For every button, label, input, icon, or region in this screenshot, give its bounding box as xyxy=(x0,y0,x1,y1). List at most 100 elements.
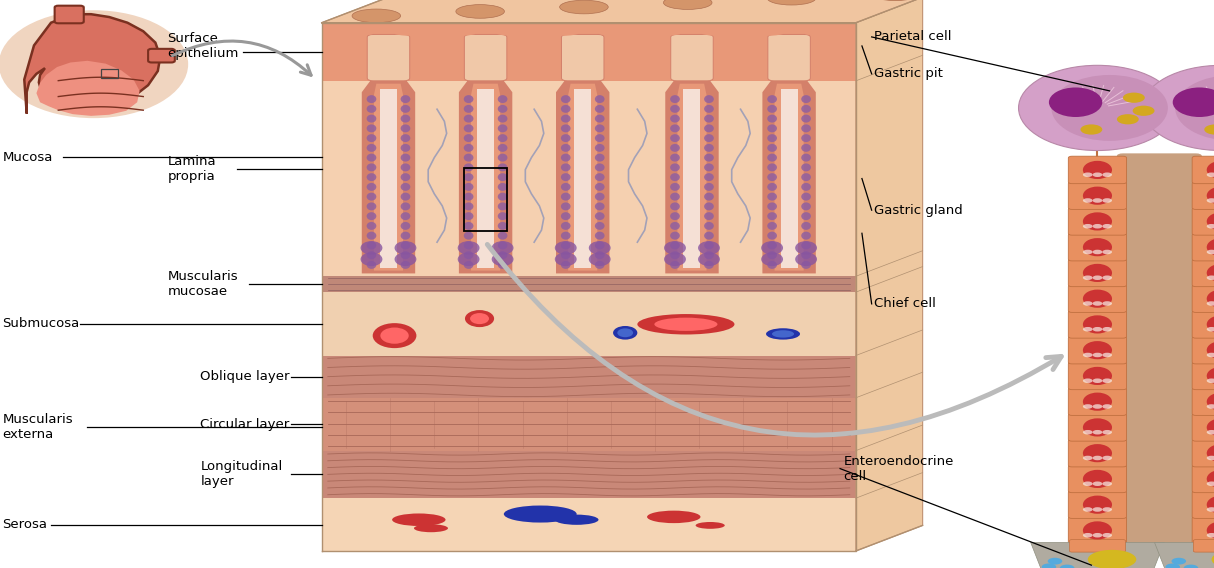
FancyBboxPatch shape xyxy=(1192,336,1214,364)
Bar xyxy=(101,69,118,78)
FancyBboxPatch shape xyxy=(1192,414,1214,441)
Polygon shape xyxy=(1155,542,1214,568)
Ellipse shape xyxy=(1102,482,1112,486)
Ellipse shape xyxy=(1207,378,1214,383)
Ellipse shape xyxy=(367,261,376,269)
Text: Enteroendocrine
cell: Enteroendocrine cell xyxy=(844,454,954,483)
FancyBboxPatch shape xyxy=(670,35,714,81)
Ellipse shape xyxy=(1093,404,1102,409)
Ellipse shape xyxy=(1083,418,1112,436)
Ellipse shape xyxy=(670,232,680,240)
Ellipse shape xyxy=(561,173,571,181)
Ellipse shape xyxy=(1102,173,1112,177)
Ellipse shape xyxy=(392,513,446,526)
Ellipse shape xyxy=(464,251,473,259)
FancyBboxPatch shape xyxy=(1192,259,1214,287)
Ellipse shape xyxy=(595,144,605,152)
Ellipse shape xyxy=(801,134,811,142)
Ellipse shape xyxy=(767,222,777,230)
Ellipse shape xyxy=(670,251,680,259)
Ellipse shape xyxy=(361,241,382,254)
Ellipse shape xyxy=(1102,301,1112,306)
Ellipse shape xyxy=(704,222,714,230)
Ellipse shape xyxy=(801,144,811,152)
Ellipse shape xyxy=(801,183,811,191)
Ellipse shape xyxy=(767,124,777,132)
Ellipse shape xyxy=(1093,533,1102,537)
Ellipse shape xyxy=(772,330,794,337)
Ellipse shape xyxy=(670,212,680,220)
Ellipse shape xyxy=(555,515,599,525)
FancyBboxPatch shape xyxy=(561,35,603,81)
Ellipse shape xyxy=(1083,290,1112,308)
Ellipse shape xyxy=(1207,418,1214,436)
Ellipse shape xyxy=(1083,470,1112,488)
Ellipse shape xyxy=(401,115,410,123)
Ellipse shape xyxy=(1123,93,1145,103)
Ellipse shape xyxy=(663,0,711,10)
Ellipse shape xyxy=(555,241,577,254)
Ellipse shape xyxy=(1207,173,1214,177)
Ellipse shape xyxy=(654,318,717,331)
Ellipse shape xyxy=(704,183,714,191)
Ellipse shape xyxy=(1207,495,1214,514)
Ellipse shape xyxy=(767,193,777,201)
Ellipse shape xyxy=(498,124,507,132)
Ellipse shape xyxy=(401,134,410,142)
Ellipse shape xyxy=(1175,75,1214,141)
Ellipse shape xyxy=(498,212,507,220)
Ellipse shape xyxy=(766,328,800,340)
Ellipse shape xyxy=(1207,212,1214,231)
Ellipse shape xyxy=(1083,301,1093,306)
FancyBboxPatch shape xyxy=(1193,540,1214,552)
Polygon shape xyxy=(775,83,804,270)
Ellipse shape xyxy=(401,261,410,269)
Ellipse shape xyxy=(561,222,571,230)
Ellipse shape xyxy=(801,251,811,259)
Ellipse shape xyxy=(1142,65,1214,151)
Ellipse shape xyxy=(504,506,577,523)
Ellipse shape xyxy=(767,154,777,162)
Ellipse shape xyxy=(1204,124,1214,135)
Ellipse shape xyxy=(498,144,507,152)
Ellipse shape xyxy=(801,212,811,220)
Ellipse shape xyxy=(498,173,507,181)
Ellipse shape xyxy=(1080,124,1102,135)
Ellipse shape xyxy=(588,15,641,36)
FancyBboxPatch shape xyxy=(464,35,506,81)
Ellipse shape xyxy=(1102,250,1112,254)
Ellipse shape xyxy=(561,134,571,142)
Bar xyxy=(574,89,591,268)
Ellipse shape xyxy=(595,173,605,181)
Text: Muscularis
mucosae: Muscularis mucosae xyxy=(168,270,238,298)
Polygon shape xyxy=(568,83,597,270)
Ellipse shape xyxy=(704,232,714,240)
Ellipse shape xyxy=(1042,563,1056,568)
Ellipse shape xyxy=(1083,173,1093,177)
Ellipse shape xyxy=(1051,75,1168,141)
Ellipse shape xyxy=(1083,392,1112,411)
Text: Submucosa: Submucosa xyxy=(2,318,80,331)
Ellipse shape xyxy=(670,222,680,230)
Ellipse shape xyxy=(704,251,714,259)
Ellipse shape xyxy=(1207,301,1214,306)
Ellipse shape xyxy=(498,105,507,113)
Ellipse shape xyxy=(1207,290,1214,308)
Ellipse shape xyxy=(801,193,811,201)
Polygon shape xyxy=(374,83,403,270)
Ellipse shape xyxy=(1102,404,1112,409)
FancyBboxPatch shape xyxy=(1070,540,1125,552)
Text: Gastric gland: Gastric gland xyxy=(874,204,963,216)
Ellipse shape xyxy=(401,232,410,240)
Text: Gastric pit: Gastric pit xyxy=(874,68,943,80)
Ellipse shape xyxy=(767,0,816,5)
Ellipse shape xyxy=(1083,224,1093,228)
Ellipse shape xyxy=(1093,301,1102,306)
Ellipse shape xyxy=(1207,353,1214,357)
Ellipse shape xyxy=(464,124,473,132)
Ellipse shape xyxy=(1093,430,1102,435)
Text: Longitudinal
layer: Longitudinal layer xyxy=(200,461,283,488)
Ellipse shape xyxy=(767,202,777,210)
Ellipse shape xyxy=(1083,238,1112,256)
Ellipse shape xyxy=(401,154,410,162)
